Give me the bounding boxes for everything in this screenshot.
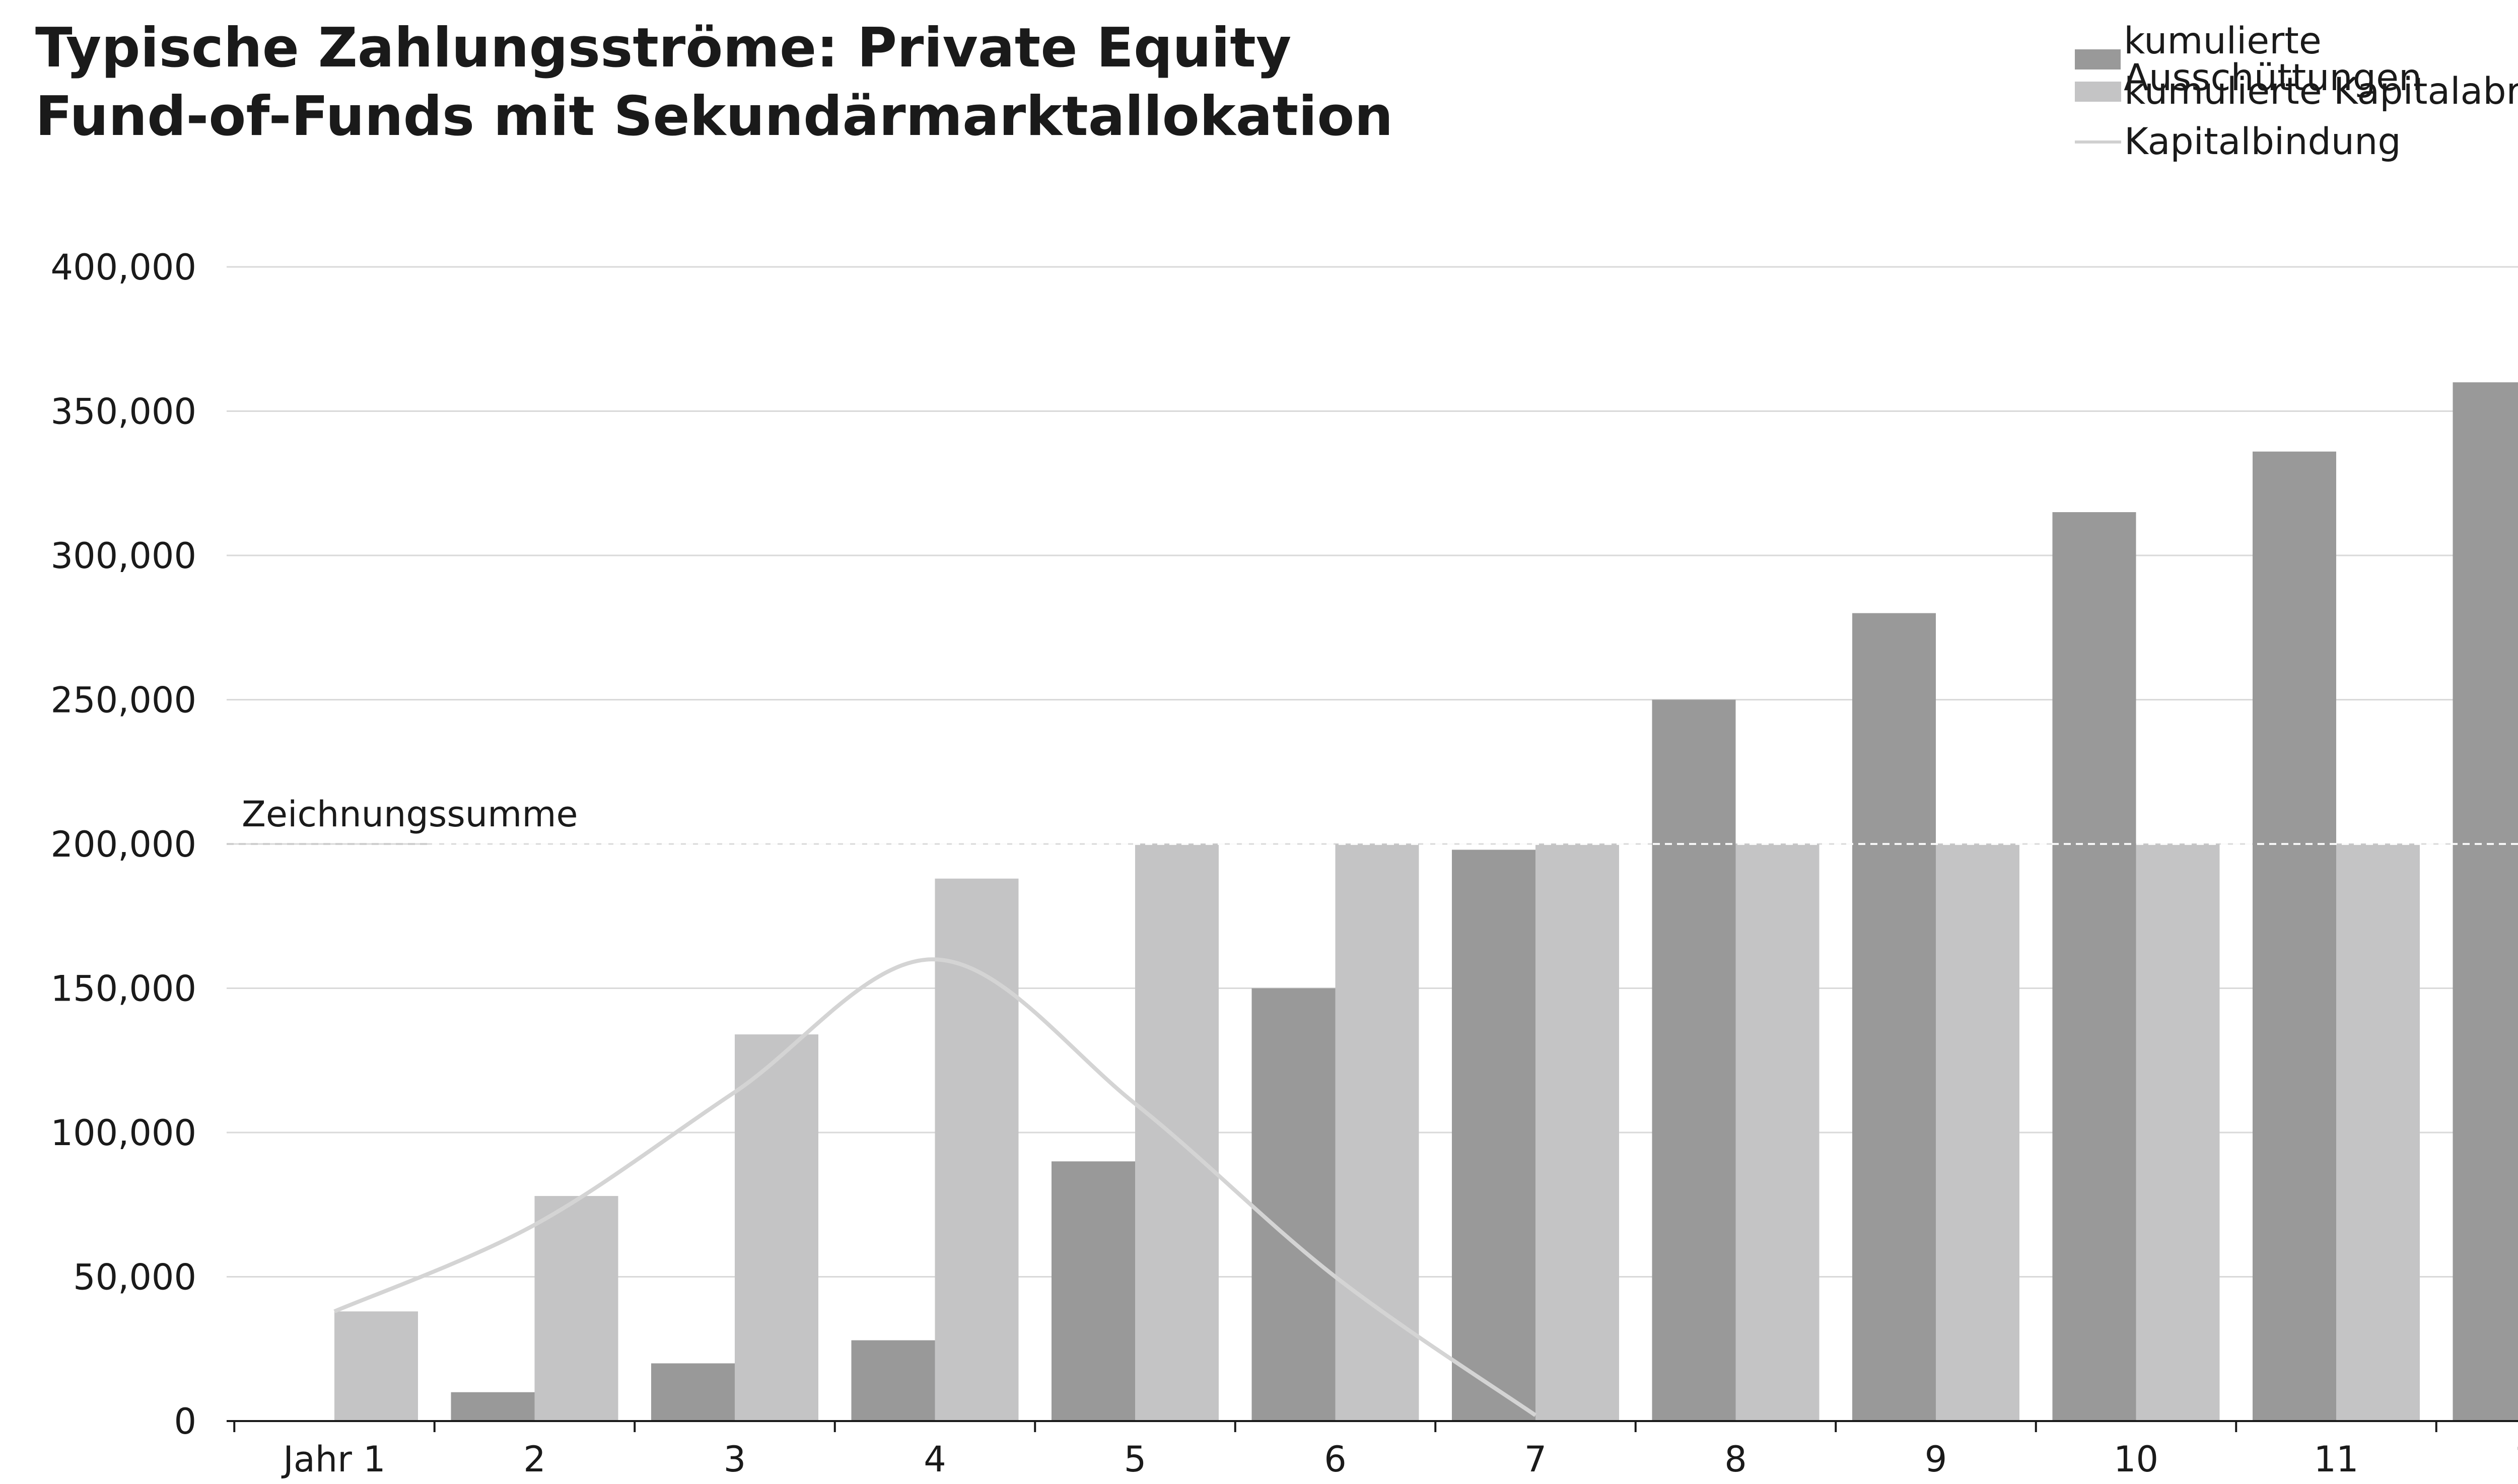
x-tick-label: 4	[924, 1439, 946, 1480]
y-tick-label: 100,000	[51, 1112, 196, 1154]
legend-label-ausschuettungen: kumulierte Ausschüttungen	[2124, 20, 2422, 99]
legend-item-ausschuettungen: kumulierte Ausschüttungen	[2075, 23, 2518, 96]
y-tick-label: 150,000	[51, 968, 196, 1010]
reference-line-label: Zeichnungssumme	[242, 794, 578, 835]
x-tick-label: 2	[523, 1439, 546, 1480]
x-tick-label: 9	[1925, 1439, 1947, 1480]
legend-label-kapitalbindung: Kapitalbindung	[2124, 120, 2401, 163]
bar-kapitalabrufe	[2336, 844, 2420, 1421]
bar-ausschuettungen	[1852, 613, 1936, 1421]
bar-ausschuettungen	[1251, 988, 1336, 1421]
bar-kapitalabrufe	[1335, 844, 1419, 1421]
y-tick-label: 300,000	[51, 535, 196, 577]
bar-kapitalabrufe	[735, 1034, 818, 1421]
y-tick-label: 250,000	[51, 680, 196, 721]
legend-label-kapitalabrufe: kumulierte Kapitalabrufe	[2124, 70, 2518, 113]
legend-swatch-ausschuettungen	[2075, 49, 2121, 69]
series-line-kapitalbindung	[333, 957, 1537, 1417]
x-tick-label: 10	[2114, 1439, 2158, 1480]
bar-kapitalabrufe	[1535, 844, 1619, 1421]
y-tick-label: 50,000	[73, 1257, 196, 1298]
bar-ausschuettungen	[851, 1340, 935, 1421]
x-tick-label: 11	[2314, 1439, 2358, 1480]
legend-swatch-kapitalbindung	[2075, 140, 2121, 144]
legend-item-kapitalabrufe: kumulierte Kapitalabrufe	[2075, 73, 2518, 110]
legend-item-kapitalbindung: Kapitalbindung	[2075, 123, 2401, 160]
x-tick-label: 6	[1324, 1439, 1347, 1480]
y-tick-label: 400,000	[51, 247, 196, 288]
bar-ausschuettungen	[1052, 1161, 1135, 1421]
x-tick-label: 5	[1124, 1439, 1147, 1480]
bar-ausschuettungen	[2253, 451, 2336, 1421]
legend-swatch-kapitalabrufe	[2075, 81, 2121, 102]
x-tick-label: 3	[724, 1439, 746, 1480]
bar-kapitalabrufe	[334, 1311, 418, 1421]
bar-kapitalabrufe	[1735, 844, 1820, 1421]
bar-ausschuettungen	[451, 1392, 535, 1421]
bar-kapitalabrufe	[1135, 844, 1219, 1421]
bar-kapitalabrufe	[1936, 844, 2019, 1421]
y-tick-label: 0	[174, 1401, 196, 1442]
bar-kapitalabrufe	[2136, 844, 2220, 1421]
bar-ausschuettungen	[2052, 512, 2136, 1421]
chart-title-line-2: Fund-of-Funds mit Sekundärmarktallokatio…	[35, 85, 1393, 148]
bar-ausschuettungen	[1652, 699, 1736, 1421]
x-tick-label: 8	[1724, 1439, 1747, 1480]
x-tick-label: Jahr 1	[281, 1439, 385, 1480]
bar-ausschuettungen	[2453, 382, 2518, 1422]
bar-ausschuettungen	[1452, 850, 1535, 1421]
chart-title-line-1: Typische Zahlungsströme: Private Equity	[35, 17, 1292, 80]
y-tick-label: 350,000	[51, 391, 196, 433]
x-tick-label: 7	[1524, 1439, 1547, 1480]
y-tick-label: 200,000	[51, 824, 196, 865]
bar-ausschuettungen	[651, 1363, 735, 1421]
bar-kapitalabrufe	[534, 1196, 618, 1421]
x-tick-label: 12	[2514, 1439, 2518, 1480]
